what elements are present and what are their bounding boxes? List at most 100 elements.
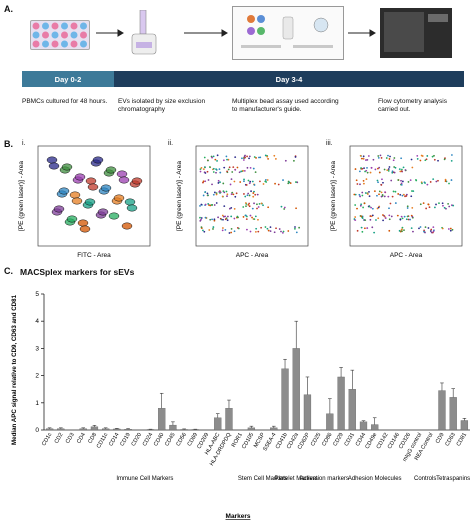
event-dot xyxy=(227,168,230,171)
marker-group-label: Adhesion Molecules xyxy=(348,476,402,482)
culture-well xyxy=(51,40,59,48)
event-dot xyxy=(431,155,434,158)
event-dot xyxy=(219,171,222,174)
event-dot xyxy=(202,229,204,232)
event-dot xyxy=(207,179,210,181)
event-dot xyxy=(228,166,231,169)
event-dot xyxy=(384,191,386,194)
event-dot xyxy=(451,154,453,156)
event-dot xyxy=(251,207,254,210)
event-dot xyxy=(273,231,276,234)
event-dot xyxy=(360,215,363,218)
event-dot xyxy=(252,192,255,194)
event-dot xyxy=(393,166,396,168)
bar-chart: Median APC signal relative to CD9, CD63 … xyxy=(11,291,470,520)
event-dot xyxy=(410,158,413,161)
event-dot xyxy=(364,170,366,173)
event-dot xyxy=(247,203,250,206)
event-dot xyxy=(245,214,247,217)
event-dot xyxy=(424,226,427,228)
event-dot xyxy=(246,194,249,197)
bead-population-gate xyxy=(126,204,138,212)
bar xyxy=(303,394,312,431)
event-dot xyxy=(255,227,258,230)
event-dot xyxy=(389,202,392,205)
event-dot xyxy=(281,232,284,234)
event-dot xyxy=(282,179,284,181)
event-dot xyxy=(274,182,276,185)
event-dot xyxy=(203,230,206,233)
event-dot xyxy=(238,171,241,174)
event-dot xyxy=(246,228,248,231)
event-dot xyxy=(202,168,205,171)
marker-group-label: Immune Cell Markers xyxy=(116,476,173,482)
event-dot xyxy=(449,227,452,230)
bead-population-gate xyxy=(46,156,58,164)
event-dot xyxy=(246,166,249,169)
event-dot xyxy=(256,207,258,210)
event-dot xyxy=(199,216,201,219)
bar xyxy=(79,428,87,431)
event-dot xyxy=(430,231,433,234)
event-dot xyxy=(219,217,222,220)
y-tick-label: 5 xyxy=(35,291,39,298)
event-dot xyxy=(222,190,225,193)
event-dot xyxy=(280,205,283,208)
event-dot xyxy=(370,206,372,209)
event-dot xyxy=(394,202,397,204)
event-dot xyxy=(264,154,267,157)
event-dot xyxy=(237,216,239,219)
event-dot xyxy=(377,156,380,159)
event-dot xyxy=(212,155,215,158)
timeline-day-0-2: Day 0-2 xyxy=(22,71,114,87)
event-dot xyxy=(366,171,369,174)
event-dot xyxy=(400,215,403,218)
event-dot xyxy=(361,191,364,194)
event-dot xyxy=(444,178,447,181)
event-dot xyxy=(209,204,212,207)
event-dot xyxy=(378,193,380,196)
event-dot xyxy=(230,178,233,181)
event-dot xyxy=(213,191,216,194)
event-dot xyxy=(369,218,372,221)
event-dot xyxy=(393,157,396,159)
event-dot xyxy=(368,190,370,193)
bar xyxy=(281,368,289,431)
event-dot xyxy=(266,227,269,230)
bead-population-gate xyxy=(116,170,128,178)
event-dot xyxy=(359,195,362,198)
x-tick-label: CD3 xyxy=(65,432,76,445)
event-dot xyxy=(253,190,255,193)
event-dot xyxy=(447,203,450,205)
event-dot xyxy=(363,182,365,185)
event-dot xyxy=(364,192,367,194)
event-dot xyxy=(215,171,217,174)
event-dot xyxy=(264,226,267,228)
panel-label-b: B. xyxy=(4,139,13,149)
event-dot xyxy=(445,207,447,210)
event-dot xyxy=(294,227,296,230)
event-dot xyxy=(400,170,403,173)
event-dot xyxy=(284,159,287,162)
event-dot xyxy=(398,229,401,232)
event-dot xyxy=(252,167,255,170)
event-dot xyxy=(394,190,397,193)
event-dot xyxy=(354,168,357,170)
event-dot xyxy=(388,207,390,210)
event-dot xyxy=(397,193,400,195)
event-dot xyxy=(426,155,429,157)
event-dot xyxy=(363,227,366,230)
y-tick-label: 0 xyxy=(35,427,39,434)
event-dot xyxy=(379,154,382,157)
step-text-2: EVs isolated by size exclusion chromatog… xyxy=(118,98,206,113)
event-dot xyxy=(443,158,446,161)
event-dot xyxy=(221,195,224,198)
event-dot xyxy=(366,166,368,169)
event-dot xyxy=(230,207,233,209)
event-dot xyxy=(376,179,379,182)
event-dot xyxy=(391,195,394,198)
bead-population-gate xyxy=(48,162,60,170)
event-dot xyxy=(437,179,439,182)
flow-sublabel-iii: iii. xyxy=(326,140,333,147)
event-dot xyxy=(425,207,428,210)
